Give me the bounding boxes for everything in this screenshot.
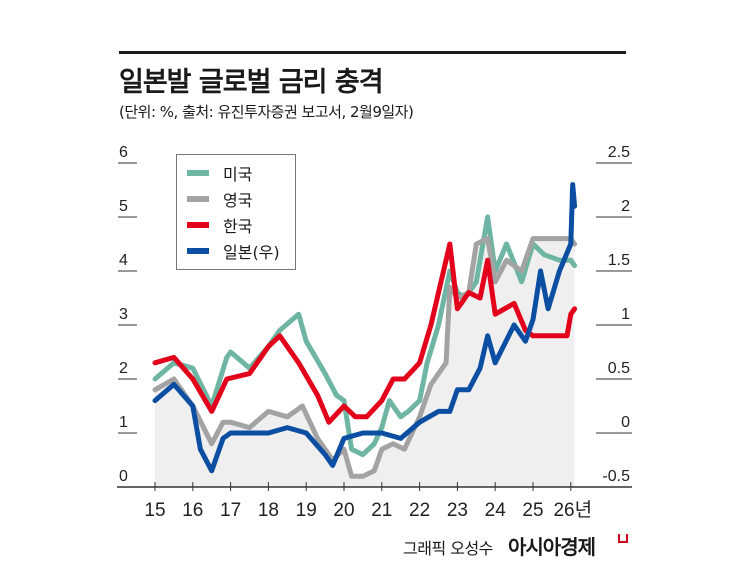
x-tick-label: 20 (333, 500, 354, 521)
right-tick-label: 1 (621, 306, 630, 323)
left-tick-label: 0 (119, 468, 128, 485)
left-tick-label: 2 (119, 360, 128, 377)
legend-swatch (187, 196, 209, 202)
brand-logo: 아시아경제 (508, 535, 596, 559)
legend-item: 영국 (187, 187, 252, 211)
series-line-3 (152, 182, 578, 474)
left-tick-label: 4 (119, 252, 128, 269)
brand-mark-icon (618, 534, 628, 543)
legend-label: 영국 (223, 191, 253, 210)
legend-swatch (187, 248, 209, 254)
left-tick-label: 5 (119, 198, 128, 215)
x-tick-label: 26년 (553, 499, 592, 521)
title-rule (119, 51, 626, 54)
legend-label: 한국 (223, 217, 253, 236)
x-tick-label: 24 (485, 500, 507, 521)
right-tick-label: 0 (621, 414, 630, 431)
right-tick-label: 1.5 (608, 252, 630, 269)
x-tick-label: 21 (371, 500, 392, 521)
legend-swatch (187, 170, 209, 176)
right-tick-label: -0.5 (602, 468, 630, 485)
x-tick-label: 19 (296, 500, 317, 521)
legend-item: 한국 (187, 213, 252, 237)
x-tick-label: 22 (409, 500, 430, 521)
x-tick-label: 17 (220, 500, 241, 521)
series-line-1 (152, 236, 578, 479)
legend-label: 미국 (223, 165, 253, 184)
legend-label: 일본(우) (223, 243, 280, 262)
right-tick-label: 2 (621, 198, 630, 215)
legend-swatch (187, 222, 209, 228)
x-tick-label: 23 (447, 500, 468, 521)
right-tick-label: 2.5 (608, 144, 630, 161)
left-tick-label: 1 (119, 414, 128, 431)
left-tick-label: 3 (119, 306, 128, 323)
area-fill (155, 238, 575, 487)
x-tick-label: 25 (522, 500, 543, 521)
x-tick-label: 15 (144, 500, 165, 521)
page-subtitle: (단위: %, 출처: 유진투자증권 보고서, 2월9일자) (119, 103, 414, 121)
right-tick-label: 0.5 (608, 360, 630, 377)
left-tick-label: 6 (119, 144, 128, 161)
x-tick-label: 18 (258, 500, 279, 521)
x-tick-label: 16 (182, 500, 203, 521)
page-title: 일본발 글로벌 금리 충격 (119, 67, 384, 98)
legend-item: 미국 (187, 161, 252, 185)
series-line-0 (152, 214, 578, 458)
graphic-credit: 그래픽 오성수 (403, 539, 493, 558)
legend-item: 일본(우) (187, 239, 280, 263)
series-line-2 (152, 241, 578, 425)
